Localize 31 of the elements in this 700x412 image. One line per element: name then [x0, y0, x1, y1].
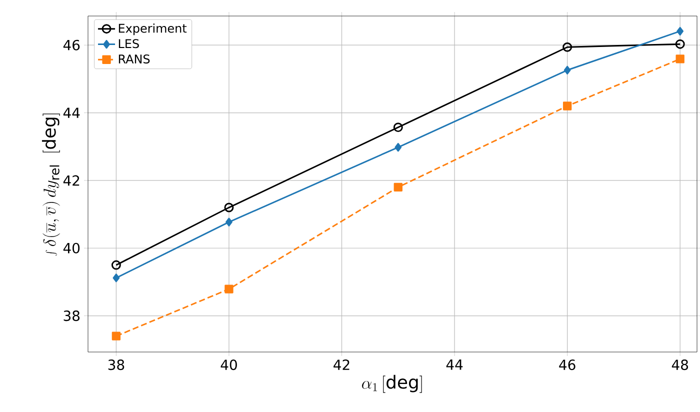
- point: [676, 26, 684, 36]
- point: [112, 274, 120, 282]
- point: [112, 332, 121, 340]
- y-tick-label: 38: [64, 310, 80, 322]
- x-tick-label: 40: [220, 360, 237, 370]
- x-tick-label: 44: [446, 360, 463, 370]
- legend-label: Experiment: [118, 24, 187, 36]
- x-tick-label: 46: [559, 360, 576, 370]
- point: [675, 39, 685, 49]
- y-tick-label: 42: [63, 175, 80, 186]
- legend-label: RANS: [118, 54, 150, 64]
- point: [224, 202, 234, 212]
- y-tick-label: 40: [63, 242, 80, 254]
- x-tick-label: 48: [672, 360, 688, 370]
- x-axis-title: $\alpha_1\,\mathrm{[deg]}$: [362, 374, 422, 393]
- point: [394, 142, 402, 152]
- y-tick-label: 44: [63, 108, 80, 118]
- point: [393, 122, 403, 132]
- point: [224, 284, 234, 294]
- point: [226, 218, 232, 226]
- point: [111, 260, 121, 270]
- point: [394, 182, 402, 192]
- point: [564, 66, 571, 74]
- y-axis-title: $\int \delta(\overline{u},\overline{v})\,dy_{\mathrm{rel}}\;\;\mathrm{[deg]}$: [42, 114, 60, 256]
- x-tick-label: 38: [108, 360, 124, 370]
- point: [562, 102, 572, 110]
- legend-label: LES: [118, 39, 139, 48]
- point: [562, 42, 572, 52]
- y-tick-label: 46: [63, 40, 80, 50]
- x-tick-label: 42: [334, 360, 350, 370]
- point: [676, 54, 684, 64]
